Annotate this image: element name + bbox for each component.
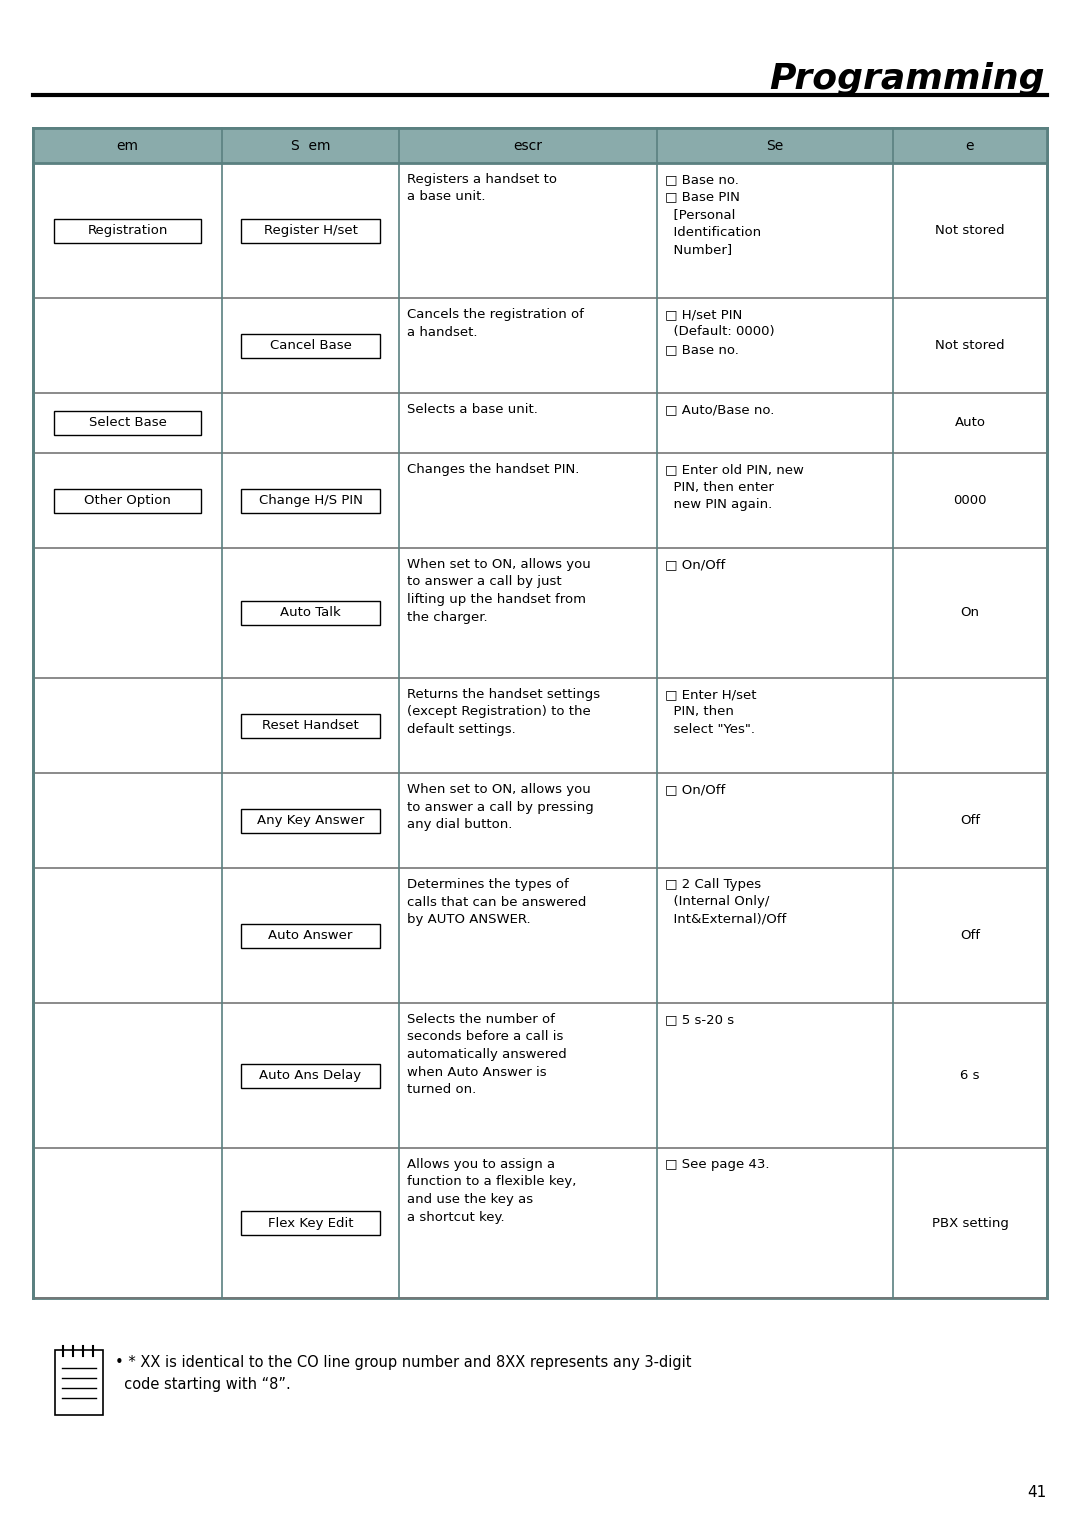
Text: □ On/Off: □ On/Off bbox=[665, 558, 726, 570]
Text: Auto: Auto bbox=[955, 416, 986, 430]
Bar bbox=[242, 714, 379, 737]
Text: Change H/S PIN: Change H/S PIN bbox=[258, 494, 363, 508]
Text: code starting with “8”.: code starting with “8”. bbox=[114, 1378, 291, 1391]
Bar bbox=[242, 601, 379, 625]
Text: Other Option: Other Option bbox=[84, 494, 171, 508]
Text: On: On bbox=[960, 607, 980, 619]
Text: □ 5 s-20 s: □ 5 s-20 s bbox=[665, 1014, 734, 1026]
Text: Flex Key Edit: Flex Key Edit bbox=[268, 1217, 353, 1229]
Text: Determines the types of
calls that can be answered
by AUTO ANSWER.: Determines the types of calls that can b… bbox=[407, 878, 586, 927]
Text: Cancel Base: Cancel Base bbox=[270, 339, 351, 352]
Bar bbox=[242, 924, 379, 948]
Text: □ Base no.
□ Base PIN
  [Personal
  Identification
  Number]: □ Base no. □ Base PIN [Personal Identifi… bbox=[665, 173, 761, 255]
Bar bbox=[54, 488, 201, 512]
Text: e: e bbox=[966, 139, 974, 153]
Bar bbox=[242, 333, 379, 358]
Text: Reset Handset: Reset Handset bbox=[262, 719, 359, 732]
Text: PBX setting: PBX setting bbox=[932, 1217, 1009, 1229]
Text: S  em: S em bbox=[291, 139, 330, 153]
Bar bbox=[242, 809, 379, 832]
Text: □ Auto/Base no.: □ Auto/Base no. bbox=[665, 404, 774, 416]
Text: Select Base: Select Base bbox=[89, 416, 166, 430]
Text: Register H/set: Register H/set bbox=[264, 225, 357, 237]
Text: □ H/set PIN
  (Default: 0000)
□ Base no.: □ H/set PIN (Default: 0000) □ Base no. bbox=[665, 307, 774, 356]
Text: □ On/Off: □ On/Off bbox=[665, 783, 726, 797]
Text: Selects the number of
seconds before a call is
automatically answered
when Auto : Selects the number of seconds before a c… bbox=[407, 1014, 567, 1096]
Bar bbox=[242, 1064, 379, 1087]
Text: Off: Off bbox=[960, 930, 980, 942]
Text: Cancels the registration of
a handset.: Cancels the registration of a handset. bbox=[407, 307, 584, 338]
Text: Changes the handset PIN.: Changes the handset PIN. bbox=[407, 463, 579, 476]
Bar bbox=[54, 411, 201, 434]
Text: • * XX is identical to the CO line group number and 8XX represents any 3-digit: • * XX is identical to the CO line group… bbox=[114, 1355, 691, 1370]
Text: em: em bbox=[117, 139, 138, 153]
Text: Allows you to assign a
function to a flexible key,
and use the key as
a shortcut: Allows you to assign a function to a fle… bbox=[407, 1157, 577, 1223]
Text: Registration: Registration bbox=[87, 225, 167, 237]
Bar bbox=[33, 128, 1047, 164]
Text: 0000: 0000 bbox=[954, 494, 987, 508]
Text: Auto Ans Delay: Auto Ans Delay bbox=[259, 1069, 362, 1083]
Bar bbox=[33, 128, 1047, 1298]
Bar bbox=[242, 1211, 379, 1235]
Text: □ Enter old PIN, new
  PIN, then enter
  new PIN again.: □ Enter old PIN, new PIN, then enter new… bbox=[665, 463, 804, 511]
Text: When set to ON, allows you
to answer a call by just
lifting up the handset from
: When set to ON, allows you to answer a c… bbox=[407, 558, 591, 624]
Text: Any Key Answer: Any Key Answer bbox=[257, 813, 364, 827]
Text: □ See page 43.: □ See page 43. bbox=[665, 1157, 769, 1171]
Text: escr: escr bbox=[513, 139, 542, 153]
Text: Not stored: Not stored bbox=[935, 339, 1004, 352]
Text: Programming: Programming bbox=[769, 63, 1045, 96]
Text: When set to ON, allows you
to answer a call by pressing
any dial button.: When set to ON, allows you to answer a c… bbox=[407, 783, 594, 830]
Text: 6 s: 6 s bbox=[960, 1069, 980, 1083]
Bar bbox=[242, 219, 379, 243]
Text: Not stored: Not stored bbox=[935, 225, 1004, 237]
Text: 41: 41 bbox=[1028, 1485, 1047, 1500]
Text: Auto Answer: Auto Answer bbox=[268, 930, 353, 942]
Bar bbox=[54, 219, 201, 243]
Text: Registers a handset to
a base unit.: Registers a handset to a base unit. bbox=[407, 173, 557, 203]
Text: Off: Off bbox=[960, 813, 980, 827]
Text: □ Enter H/set
  PIN, then
  select "Yes".: □ Enter H/set PIN, then select "Yes". bbox=[665, 688, 756, 735]
Text: Se: Se bbox=[767, 139, 784, 153]
Bar bbox=[55, 1350, 103, 1414]
Text: Auto Talk: Auto Talk bbox=[280, 607, 341, 619]
Text: □ 2 Call Types
  (Internal Only/
  Int&External)/Off: □ 2 Call Types (Internal Only/ Int&Exter… bbox=[665, 878, 786, 927]
Text: Selects a base unit.: Selects a base unit. bbox=[407, 404, 538, 416]
Text: Returns the handset settings
(except Registration) to the
default settings.: Returns the handset settings (except Reg… bbox=[407, 688, 600, 735]
Bar bbox=[242, 488, 379, 512]
